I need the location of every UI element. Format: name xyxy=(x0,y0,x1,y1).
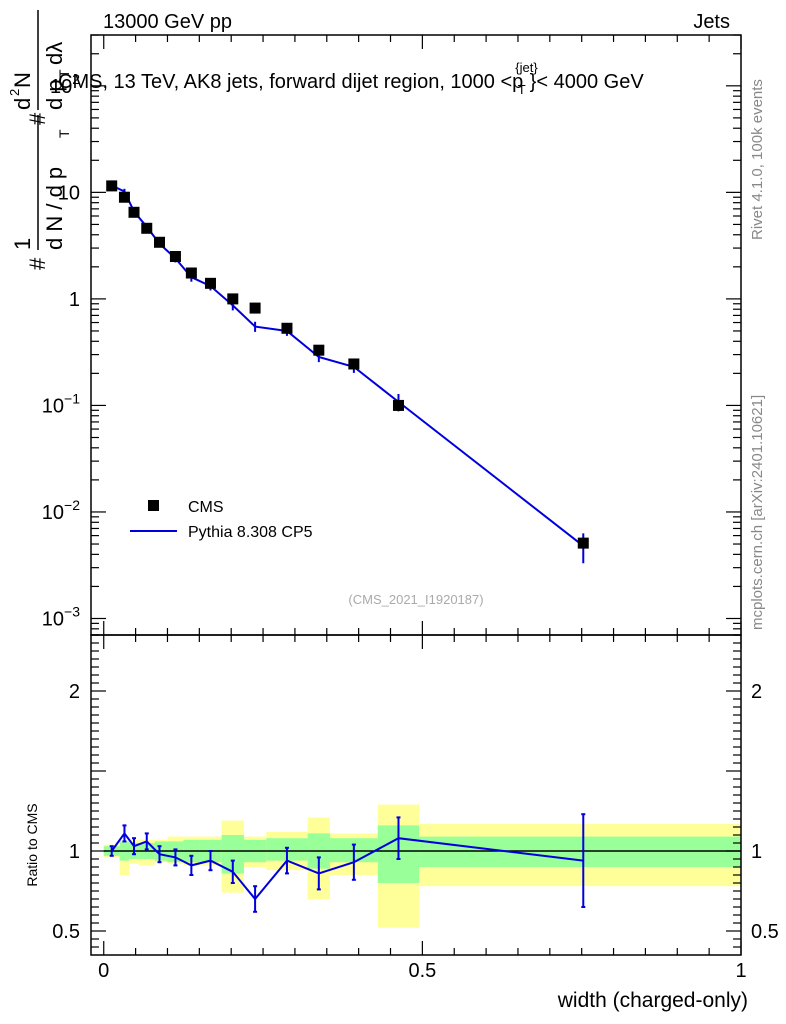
main-y-tick-label: 10−3 xyxy=(42,603,80,630)
ratio-y-tick-label: 1 xyxy=(69,841,80,863)
legend-marker-cms xyxy=(148,500,159,511)
data-point xyxy=(169,251,181,263)
data-point xyxy=(141,222,153,234)
main-frame xyxy=(90,34,742,636)
ratio-y-tick-label: 2 xyxy=(69,681,80,703)
ratio-bands xyxy=(103,804,741,928)
svg-text:2: 2 xyxy=(7,89,22,96)
data-point xyxy=(128,206,140,218)
ratio-y-tick-label-right: 1 xyxy=(751,841,762,863)
svg-text:d N / d p: d N / d p xyxy=(42,167,67,250)
svg-text:#: # xyxy=(25,257,50,270)
analysis-id: (CMS_2021_I1920187) xyxy=(348,592,483,607)
svg-text:1: 1 xyxy=(10,238,35,250)
svg-text:d: d xyxy=(10,98,35,110)
ratio-xlabel: width (charged-only) xyxy=(557,989,748,1012)
legend-label-cms: CMS xyxy=(188,499,224,516)
x-tick-label: 0.5 xyxy=(408,960,436,982)
data-point xyxy=(106,180,118,192)
main-ylabel: # 1 d N / d p T # d 2 N d p T dλ xyxy=(7,10,72,270)
title-sup: {jet} xyxy=(515,60,538,75)
mc-line xyxy=(111,184,584,547)
legend: CMS Pythia 8.308 CP5 xyxy=(130,499,313,541)
data-point xyxy=(154,236,166,248)
header-right: Jets xyxy=(693,11,730,33)
svg-text:T: T xyxy=(56,69,72,78)
data-point xyxy=(313,344,325,356)
svg-text:#: # xyxy=(25,112,50,125)
ratio-y-tick-label: 0.5 xyxy=(52,921,80,943)
svg-text:dλ: dλ xyxy=(42,42,67,65)
main-y-tick-label: 102 xyxy=(50,71,80,98)
title-main: CMS, 13 TeV, AK8 jets, forward dijet reg… xyxy=(58,71,523,93)
data-point xyxy=(577,537,589,549)
svg-text:N: N xyxy=(10,72,35,88)
main-y-tick-label: 10 xyxy=(58,182,80,204)
mcplots-label: mcplots.cern.ch [arXiv:2401.10621] xyxy=(749,395,766,630)
svg-text:d p: d p xyxy=(42,79,67,110)
rivet-label: Rivet 4.1.0, 100k events xyxy=(749,79,766,240)
ratio-band-inner xyxy=(221,835,244,874)
data-point xyxy=(348,358,360,370)
main-y-tick-label: 10−2 xyxy=(42,497,80,524)
title-sub: T xyxy=(518,82,526,97)
main-y-tick-label: 10−1 xyxy=(42,390,80,417)
data-point xyxy=(281,322,293,334)
data-point xyxy=(249,302,261,314)
title-end: }< 4000 GeV xyxy=(530,71,645,93)
ratio-band-inner xyxy=(419,836,741,867)
x-tick-label: 1 xyxy=(735,960,746,982)
ratio-y-tick-label-right: 2 xyxy=(751,681,762,703)
data-point xyxy=(227,293,239,305)
data-point xyxy=(118,191,130,203)
ratio-y-tick-label-right: 0.5 xyxy=(751,921,779,943)
ratio-ylabel: Ratio to CMS xyxy=(24,803,40,886)
main-lines xyxy=(106,180,589,564)
data-point xyxy=(204,277,216,289)
data-point xyxy=(392,399,404,411)
main-y-tick-label: 1 xyxy=(69,289,80,311)
header-left: 13000 GeV pp xyxy=(103,11,232,33)
plot-title: CMS, 13 TeV, AK8 jets, forward dijet reg… xyxy=(58,60,644,97)
data-point xyxy=(185,267,197,279)
svg-text:T: T xyxy=(56,129,72,138)
x-tick-label: 0 xyxy=(98,960,109,982)
ratio-lines xyxy=(103,813,741,913)
legend-label-mc: Pythia 8.308 CP5 xyxy=(188,524,313,541)
